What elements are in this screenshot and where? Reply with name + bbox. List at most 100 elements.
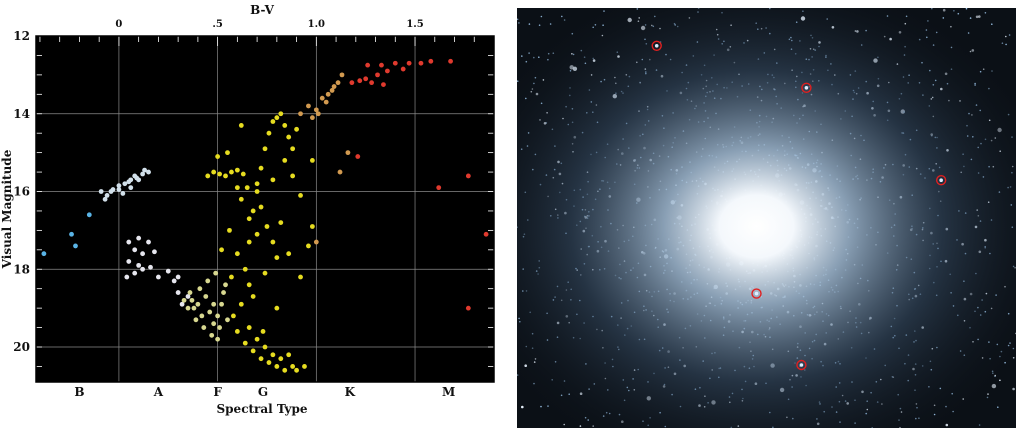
star-point [225, 150, 230, 156]
star-point [238, 196, 244, 202]
highlighted-star-markers [651, 40, 947, 371]
star-point [244, 185, 250, 191]
star-point [132, 270, 138, 276]
star-point [219, 247, 224, 253]
star-point [211, 169, 217, 175]
star-point [234, 185, 240, 191]
star-point [73, 243, 78, 249]
star-point [298, 274, 303, 280]
star-point [315, 111, 321, 117]
star-point [266, 130, 272, 136]
star-point [274, 255, 280, 260]
star-point [240, 171, 246, 177]
star-point [270, 239, 276, 245]
star-point [41, 251, 47, 257]
star-point [246, 239, 252, 245]
star-point [363, 76, 369, 82]
star-point [179, 301, 185, 307]
star-point [124, 274, 130, 280]
red-circle-marker [796, 359, 807, 371]
star-point [282, 367, 288, 373]
star-point [278, 356, 284, 362]
star-point [349, 80, 355, 86]
star-point [86, 212, 92, 218]
star-point [229, 274, 234, 280]
star-point [418, 60, 424, 66]
star-point [250, 348, 256, 354]
star-point [242, 340, 248, 346]
star-point [465, 305, 471, 311]
star-point [126, 259, 132, 264]
star-point [199, 313, 205, 319]
star-point [254, 189, 260, 194]
star-point [258, 356, 264, 362]
star-point [323, 99, 329, 105]
star-point [286, 352, 292, 358]
star-point [369, 80, 375, 86]
spectral-type-label: M [442, 385, 455, 399]
star-point [191, 305, 197, 311]
star-point [195, 301, 201, 307]
star-point [262, 146, 268, 152]
star-point [270, 119, 276, 124]
star-point [357, 78, 363, 84]
star-point [116, 187, 122, 192]
spectral-type-label: G [258, 385, 268, 399]
star-point [238, 123, 244, 128]
star-point [242, 266, 248, 272]
star-point [282, 158, 288, 163]
plot-background [36, 36, 494, 382]
star-point [428, 58, 434, 64]
star-point [278, 111, 284, 117]
star-point [313, 239, 319, 245]
top-tick-label: 0 [115, 19, 122, 30]
star-point [209, 332, 215, 338]
red-circle-marker [751, 288, 762, 299]
star-point [290, 173, 296, 179]
star-point [254, 231, 260, 237]
top-tick-label: .5 [212, 19, 222, 30]
star-point [379, 62, 384, 68]
highlighted-star [804, 86, 809, 90]
star-point [219, 301, 224, 307]
star-point [355, 154, 361, 159]
star-point [290, 364, 296, 369]
star-point [250, 294, 256, 299]
star-point [223, 282, 228, 288]
star-point [483, 231, 489, 237]
star-point [465, 173, 471, 179]
star-point [313, 107, 319, 113]
star-point [400, 66, 406, 72]
star-point [306, 103, 311, 109]
star-point [406, 60, 412, 66]
star-point [319, 95, 325, 101]
star-point [274, 115, 280, 121]
star-point [290, 146, 296, 152]
star-point [140, 266, 146, 272]
star-point [381, 82, 386, 87]
star-point [231, 313, 236, 319]
star-point [187, 290, 193, 295]
plot-frame [35, 35, 495, 383]
star-point [270, 177, 276, 183]
star-point [140, 251, 146, 257]
spectral-type-label: F [213, 385, 222, 399]
star-point [258, 165, 264, 171]
star-point [201, 325, 207, 330]
star-point [298, 192, 303, 198]
star-point [120, 191, 126, 196]
highlighted-star [754, 291, 759, 296]
star-point [122, 181, 128, 187]
star-point [146, 169, 151, 175]
star-point [69, 231, 74, 237]
star-point [329, 88, 335, 93]
globular-cluster-image [517, 8, 1016, 428]
star-point [274, 305, 280, 311]
highlighted-star [799, 363, 804, 367]
star-point [215, 313, 221, 319]
star-point [132, 173, 138, 179]
star-point [136, 177, 142, 183]
highlighted-star [654, 44, 659, 48]
star-point [294, 367, 299, 373]
top-tick-label: 1.0 [308, 19, 325, 30]
